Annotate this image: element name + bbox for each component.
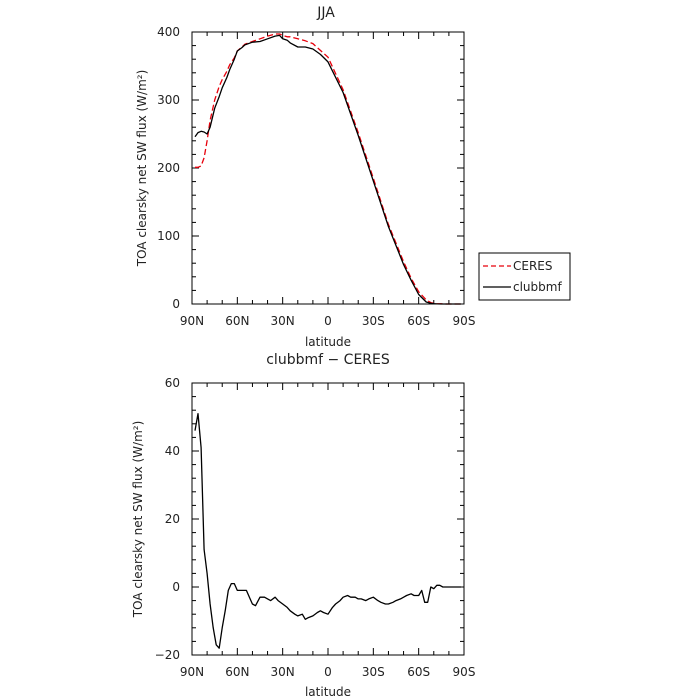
y-tick-label: 40 xyxy=(165,444,180,458)
legend: CERES clubbmf xyxy=(478,252,571,301)
y-tick-label: 200 xyxy=(157,161,180,175)
y-tick-label: 0 xyxy=(172,297,180,311)
legend-label-clubbmf: clubbmf xyxy=(513,280,562,294)
top-series-layer xyxy=(194,33,461,305)
bottom-x-axis-title: latitude xyxy=(305,685,351,699)
legend-box xyxy=(478,252,571,301)
x-tick-label: 90S xyxy=(453,314,476,328)
y-tick-label: 0 xyxy=(172,580,180,594)
bottom-ticks: 90N 60N 30N 0 30S 60S 90S −20 0 20 40 60 xyxy=(155,376,476,679)
top-panel: JJA 90N 60N 30N 0 30S 60S 90S 0 100 200 300 400 lat… xyxy=(135,5,571,349)
series-line-clubbmf xyxy=(194,34,461,305)
x-tick-label: 30S xyxy=(362,665,385,679)
series-line-ceres xyxy=(195,33,461,305)
bottom-panel: clubbmf − CERES 90N 60N 30N 0 30S 60S 90S −20 0 2… xyxy=(131,352,475,699)
series-line-difference xyxy=(194,412,461,649)
x-tick-label: 0 xyxy=(324,314,332,328)
bottom-y-axis-title: TOA clearsky net SW flux (W/m²) xyxy=(131,421,145,619)
top-panel-title: JJA xyxy=(316,5,335,21)
x-tick-label: 60N xyxy=(225,314,249,328)
top-y-axis-title: TOA clearsky net SW flux (W/m²) xyxy=(135,70,149,268)
x-tick-label: 60N xyxy=(225,665,249,679)
x-tick-label: 30S xyxy=(362,314,385,328)
legend-label-ceres: CERES xyxy=(513,259,553,273)
x-tick-label: 60S xyxy=(407,665,430,679)
x-tick-label: 30N xyxy=(271,314,295,328)
y-tick-label: −20 xyxy=(155,648,180,662)
x-tick-label: 0 xyxy=(324,665,332,679)
bottom-panel-title: clubbmf − CERES xyxy=(266,352,390,368)
top-plot-frame xyxy=(191,31,465,305)
y-tick-label: 60 xyxy=(165,376,180,390)
y-tick-label: 100 xyxy=(157,229,180,243)
bottom-series-layer xyxy=(194,412,461,649)
y-tick-label: 20 xyxy=(165,512,180,526)
x-tick-label: 90N xyxy=(180,314,204,328)
top-ticks: 90N 60N 30N 0 30S 60S 90S 0 100 200 300 400 xyxy=(157,25,475,328)
x-tick-label: 90N xyxy=(180,665,204,679)
top-x-axis-title: latitude xyxy=(305,335,351,349)
x-tick-label: 30N xyxy=(271,665,295,679)
y-tick-label: 400 xyxy=(157,25,180,39)
x-tick-label: 90S xyxy=(453,665,476,679)
y-tick-label: 300 xyxy=(157,93,180,107)
x-tick-label: 60S xyxy=(407,314,430,328)
